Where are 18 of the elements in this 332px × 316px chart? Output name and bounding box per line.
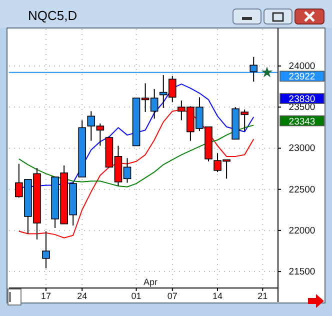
candlestick — [250, 56, 258, 82]
x-tick-label: 01 — [131, 291, 142, 301]
x-tick-label: 14 — [212, 291, 223, 301]
y-tick-label: 22500 — [288, 184, 316, 196]
x-tick-label: 17 — [41, 291, 52, 301]
ref-line-label: 23922 — [288, 72, 316, 83]
y-tick-label: 22000 — [288, 225, 316, 236]
annotation: Apr — [144, 277, 158, 287]
chart-title: NQC5,D — [28, 8, 78, 23]
y-tick-label: 21500 — [288, 266, 316, 278]
x-tick-label: 24 — [77, 291, 88, 301]
y-tick-label: 23000 — [288, 143, 316, 154]
x-tick-label: 07 — [167, 291, 178, 301]
line-series — [18, 124, 254, 188]
candlestick — [42, 230, 50, 269]
x-tick-label: 21 — [258, 291, 268, 301]
y-tick-label: 24000 — [288, 61, 316, 72]
text: 23343 — [288, 116, 316, 128]
